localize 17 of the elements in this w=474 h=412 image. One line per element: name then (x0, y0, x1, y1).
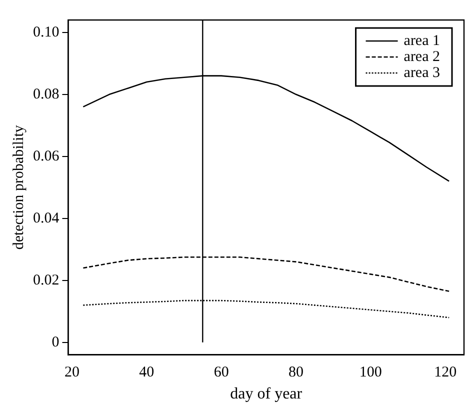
x-tick-label: 120 (434, 364, 457, 381)
y-tick-label: 0.06 (33, 148, 60, 164)
y-tick-label: 0.04 (33, 210, 60, 226)
x-tick-label: 100 (359, 364, 382, 381)
y-tick-label: 0.08 (33, 86, 60, 102)
y-axis-title: detection probability (10, 124, 27, 250)
legend-label: area 3 (404, 64, 440, 81)
x-tick-label: 20 (64, 364, 80, 381)
x-tick-label: 80 (288, 364, 304, 381)
x-axis-title: day of year (230, 386, 303, 403)
y-tick-label: 0.10 (33, 24, 60, 40)
x-tick-label: 60 (214, 364, 229, 381)
y-tick-label: 0.02 (33, 272, 60, 288)
y-tick-label: 0 (52, 334, 60, 350)
x-tick-label: 40 (139, 364, 154, 381)
legend-label: area 1 (404, 32, 440, 49)
legend-label: area 2 (404, 48, 440, 65)
